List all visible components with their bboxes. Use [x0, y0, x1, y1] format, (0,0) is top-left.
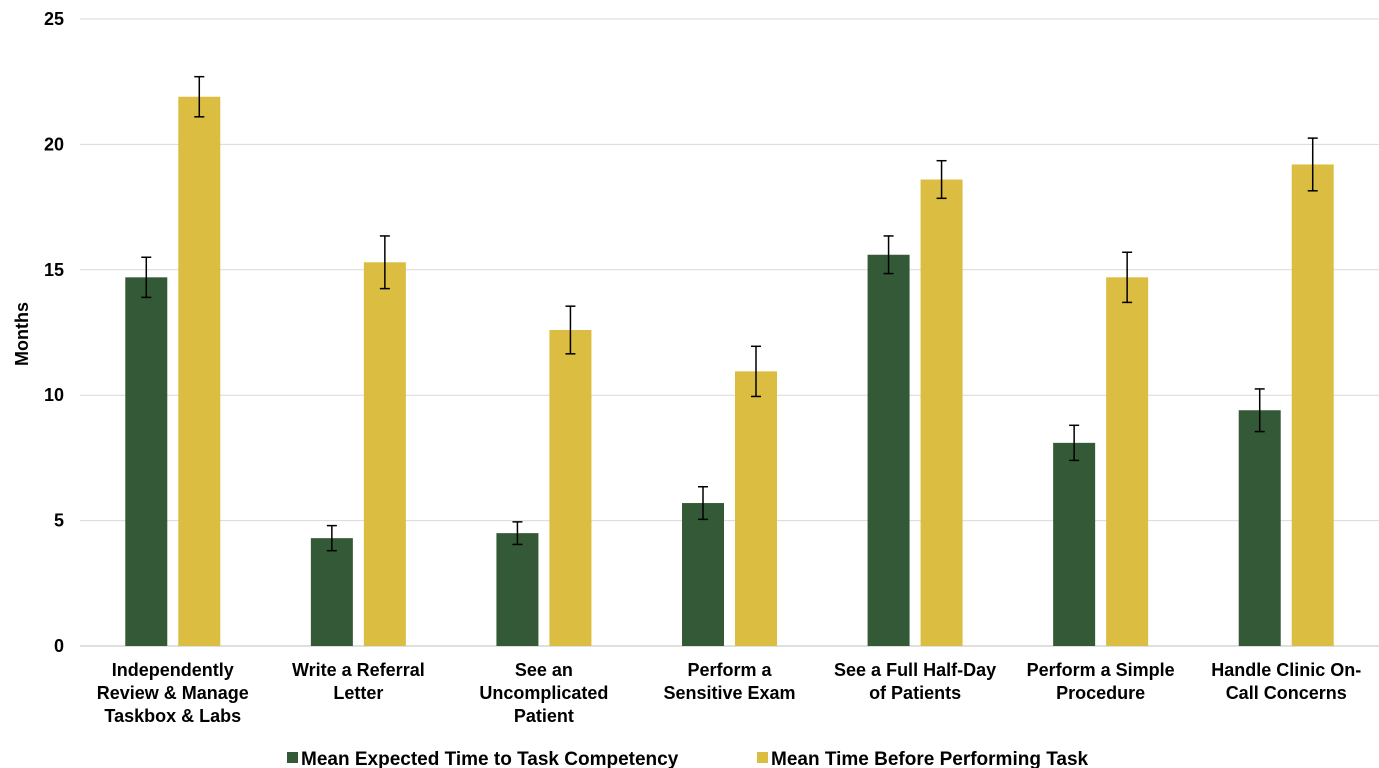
category-label-line: Procedure: [1056, 683, 1145, 703]
category-label-line: Letter: [333, 683, 383, 703]
error-bar: [936, 159, 947, 200]
error-bar: [379, 235, 390, 290]
category-label: Perform a Simple Procedure: [1027, 660, 1175, 703]
category-label: Handle Clinic On- Call Concerns: [1211, 660, 1361, 703]
bars: [125, 96, 1334, 647]
bar-series-0-cat-3: [682, 503, 724, 646]
error-bars: [141, 75, 1318, 552]
error-bar: [194, 75, 205, 118]
y-tick-label: 5: [54, 511, 64, 531]
category-label-line: See an: [515, 660, 573, 680]
y-tick-label: 15: [44, 260, 64, 280]
category-label: See an Uncomplicated Patient: [479, 660, 608, 726]
category-labels: Independently Review & Manage Taskbox & La…: [97, 660, 1361, 726]
bar-series-1-cat-0: [178, 96, 221, 647]
category-label: See a Full Half-Day of Patients: [834, 660, 996, 703]
bar-series-1-cat-4: [920, 179, 963, 646]
category-label: Independently Review & Manage Taskbox & La…: [97, 660, 249, 726]
error-bar: [512, 521, 523, 546]
bar-series-1-cat-3: [735, 371, 777, 646]
gridlines: [80, 18, 1379, 647]
error-bar: [141, 256, 152, 299]
bar-series-1-cat-6: [1291, 164, 1334, 647]
category-label-line: Independently: [112, 660, 234, 680]
category-label-line: of Patients: [869, 683, 961, 703]
error-bar: [1307, 137, 1318, 192]
legend-swatch: [757, 752, 768, 763]
error-bar: [698, 485, 708, 521]
legend-label: Mean Time Before Performing Task: [771, 749, 1089, 768]
category-label-line: Review & Manage: [97, 683, 249, 703]
error-bar: [1122, 251, 1133, 304]
bar-series-0-cat-5: [1053, 442, 1096, 646]
y-tick-label: 10: [44, 385, 64, 405]
category-label-line: Perform a: [687, 660, 772, 680]
y-tick-label: 20: [44, 134, 64, 154]
category-label-line: Sensitive Exam: [663, 683, 795, 703]
bar-series-0-cat-0: [125, 277, 168, 646]
category-label-line: Write a Referral: [292, 660, 425, 680]
legend: Mean Expected Time to Task Competency Mea…: [287, 749, 1089, 768]
bar-series-0-cat-6: [1238, 410, 1281, 646]
bar-series-0-cat-1: [310, 538, 353, 646]
error-bar: [751, 345, 761, 398]
bar-series-1-cat-1: [363, 262, 406, 646]
error-bar: [883, 235, 894, 275]
category-label-line: Handle Clinic On-: [1211, 660, 1361, 680]
error-bar: [1254, 388, 1265, 433]
bar-series-0-cat-4: [867, 254, 910, 646]
legend-swatch: [287, 752, 298, 763]
y-axis-title: Months: [12, 302, 32, 366]
error-bar: [326, 524, 337, 552]
y-tick-label: 0: [54, 636, 64, 656]
legend-item: Mean Expected Time to Task Competency: [287, 749, 679, 768]
category-label-line: See a Full Half-Day: [834, 660, 996, 680]
y-tick-label: 25: [44, 9, 64, 29]
error-bar: [565, 305, 576, 355]
category-label-line: Uncomplicated: [479, 683, 608, 703]
y-axis-ticks: 0 5 10 15 20 25: [44, 9, 64, 656]
category-label: Write a Referral Letter: [292, 660, 425, 703]
category-label-line: Taskbox & Labs: [104, 706, 241, 726]
category-label: Perform a Sensitive Exam: [663, 660, 795, 703]
bar-series-1-cat-2: [549, 329, 592, 646]
category-label-line: Call Concerns: [1226, 683, 1347, 703]
legend-item: Mean Time Before Performing Task: [757, 749, 1089, 768]
category-label-line: Perform a Simple: [1027, 660, 1175, 680]
error-bar: [1069, 424, 1080, 462]
category-label-line: Patient: [514, 706, 574, 726]
bar-series-0-cat-2: [496, 533, 539, 646]
bar-series-1-cat-5: [1106, 277, 1149, 646]
legend-label: Mean Expected Time to Task Competency: [301, 749, 679, 768]
